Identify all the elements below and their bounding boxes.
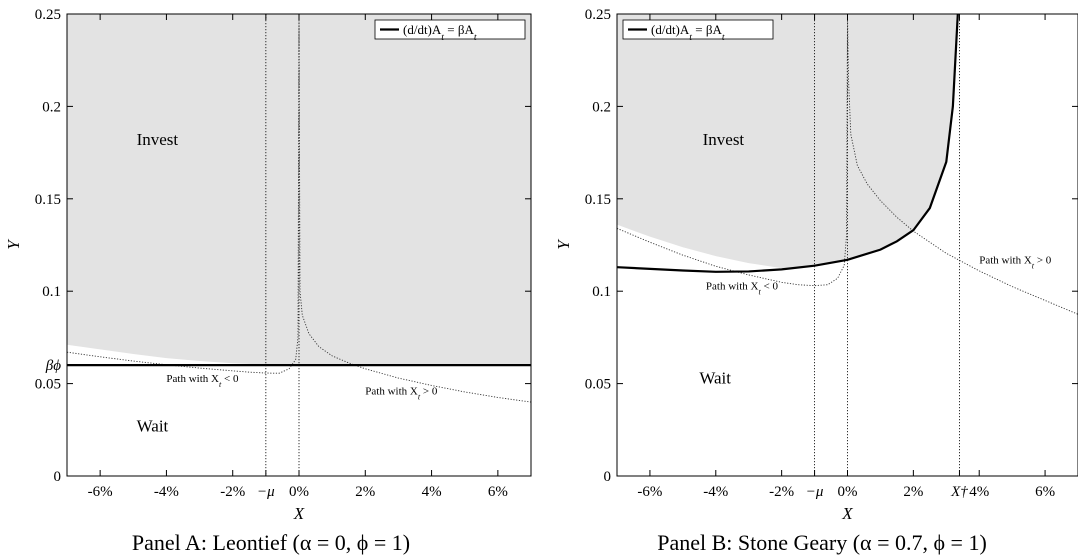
x-tick-label: -4% [703, 484, 728, 500]
path-annotation: Path with Xt > 0 [365, 386, 438, 402]
legend-label: (d/dt)At = βAt [403, 22, 477, 43]
y-tick-label: 0.05 [35, 377, 61, 393]
y-axis-label: Y [554, 239, 573, 250]
y-tick-label: 0.05 [585, 377, 611, 393]
x-tick-label: −μ [257, 484, 275, 500]
x-axis-label: X [841, 504, 853, 523]
panel-caption: Panel A: Leontief (α = 0, ϕ = 1) [132, 530, 410, 555]
y-tick-label: 0.25 [35, 7, 61, 23]
path-annotation: Path with Xt < 0 [166, 373, 239, 389]
x-tick-label: 0% [289, 484, 309, 500]
y-tick-label: 0.15 [35, 192, 61, 208]
x-tick-label: 0% [838, 484, 858, 500]
region-label-wait: Wait [137, 417, 169, 436]
invest-region [617, 14, 958, 269]
boundary-curve [617, 14, 959, 273]
x-tick-label: −μ [806, 484, 824, 500]
x-tick-label: 2% [355, 484, 375, 500]
path-annotation: Path with Xt < 0 [706, 280, 779, 296]
x-tick-label: X† [950, 484, 968, 500]
path-positive-x [298, 14, 531, 403]
invest-region [67, 14, 531, 366]
y-tick-label: 0.1 [592, 284, 611, 300]
path-positive-x [847, 14, 1078, 315]
legend: (d/dt)At = βAt [622, 19, 774, 43]
legend-box [622, 19, 774, 40]
y-tick-label: 0.25 [585, 7, 611, 23]
y-tick-label: 0 [54, 469, 62, 485]
legend: (d/dt)At = βAt [374, 19, 526, 43]
plot-area [617, 14, 1078, 476]
y-tick-label: 0.2 [42, 99, 61, 115]
panel-caption: Panel B: Stone Geary (α = 0.7, ϕ = 1) [657, 530, 987, 555]
legend-box [374, 19, 526, 40]
x-tick-label: -6% [88, 484, 113, 500]
path-negative-x [617, 14, 848, 287]
x-tick-label: -4% [154, 484, 179, 500]
region-label-invest: Invest [137, 130, 179, 149]
y-tick-label: βϕ [45, 358, 61, 374]
y-tick-label: 0.1 [42, 284, 61, 300]
x-tick-label: -2% [220, 484, 245, 500]
legend-label: (d/dt)At = βAt [651, 22, 725, 43]
x-tick-label: -2% [769, 484, 794, 500]
region-label-invest: Invest [703, 130, 745, 149]
x-tick-label: 6% [488, 484, 508, 500]
region-label-wait: Wait [699, 369, 731, 388]
y-tick-label: 0.15 [585, 192, 611, 208]
path-annotation: Path with Xt > 0 [979, 254, 1052, 270]
plot-area [67, 14, 531, 476]
x-tick-label: 4% [422, 484, 442, 500]
panel-a: -6% -4% -2% −μ 0% 2% 4% 6% 0 0.05 βϕ 0.1 0.15 0.2 0.25… [4, 7, 532, 555]
panel-b: -6% -4% -2% −μ 0% 2% X† 4% 6% 0 0.05 0.1 0.15 0.2 0.25… [554, 7, 1078, 555]
x-tick-label: 4% [969, 484, 989, 500]
y-tick-label: 0.2 [592, 99, 611, 115]
x-tick-label: -6% [637, 484, 662, 500]
y-tick-label: 0 [604, 469, 612, 485]
path-negative-x [67, 14, 300, 374]
x-tick-label: 6% [1035, 484, 1055, 500]
x-tick-label: 2% [903, 484, 923, 500]
y-axis-label: Y [4, 239, 23, 250]
x-axis-label: X [293, 504, 305, 523]
